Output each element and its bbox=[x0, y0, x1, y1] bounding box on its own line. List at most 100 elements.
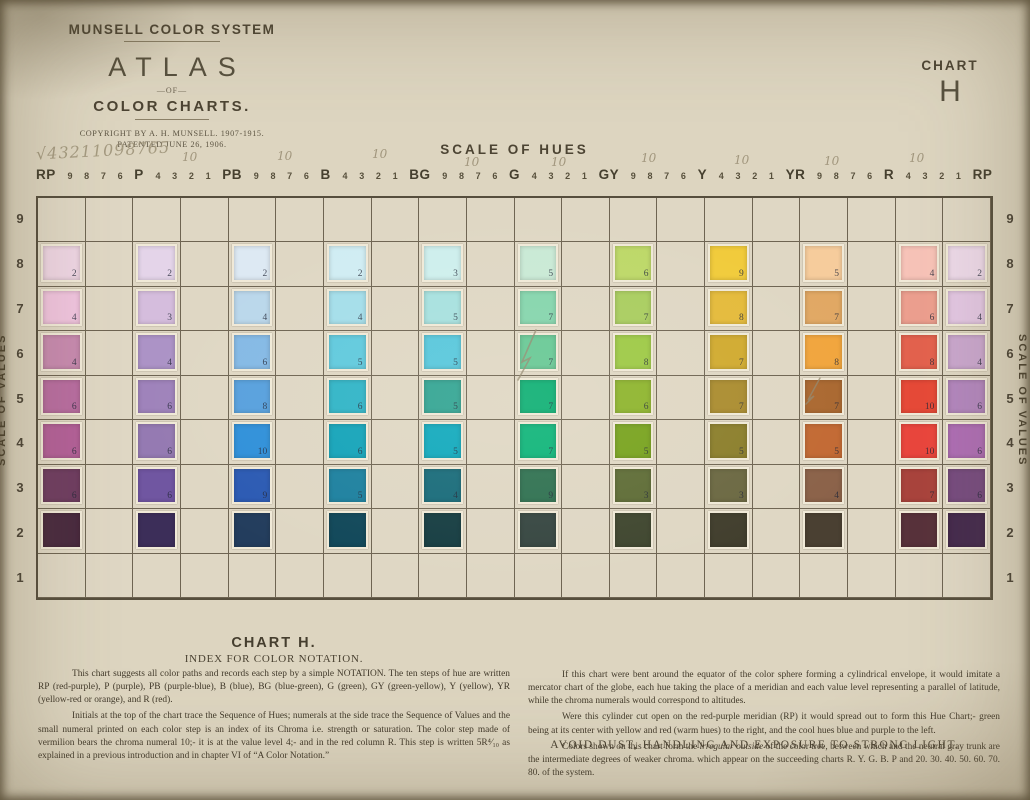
grid-cell bbox=[371, 331, 420, 376]
color-swatch-R-v2 bbox=[898, 511, 940, 549]
grid-cell: 6 bbox=[609, 375, 658, 421]
hue-step-number: 1 bbox=[581, 171, 587, 181]
grid-cell: 7 bbox=[895, 464, 944, 510]
chroma-number: 6 bbox=[357, 402, 363, 413]
grid-cell bbox=[800, 553, 849, 598]
hue-step-number: 6 bbox=[867, 171, 873, 181]
chroma-number: 5 bbox=[357, 357, 363, 368]
grid-cell: 2 bbox=[228, 242, 277, 287]
color-swatch-PB-v4: 10 bbox=[231, 422, 273, 460]
grid-cell bbox=[848, 331, 896, 376]
grid-cell: 6 bbox=[228, 331, 277, 376]
grid-cell: 6 bbox=[323, 375, 372, 421]
chroma-number: 5 bbox=[453, 446, 458, 457]
color-swatch-G-v8: 5 bbox=[517, 244, 559, 282]
hue-step-number: 7 bbox=[475, 171, 481, 181]
grid-cell bbox=[848, 198, 896, 243]
chroma-number: 7 bbox=[929, 491, 935, 502]
color-swatch-RP-v8: 2 bbox=[946, 244, 987, 282]
grid-cell bbox=[85, 198, 134, 243]
color-swatch-PB-v6: 6 bbox=[231, 333, 273, 371]
grid-cell bbox=[276, 553, 324, 598]
hue-step-number: 8 bbox=[458, 171, 464, 181]
color-swatch-GY-v2 bbox=[612, 511, 654, 549]
color-swatch-G-v5: 7 bbox=[517, 377, 559, 416]
hue-step-number: 3 bbox=[172, 171, 178, 181]
chroma-number: 7 bbox=[739, 357, 744, 368]
color-swatch-RP-v2 bbox=[946, 511, 987, 549]
hue-step-number: 4 bbox=[155, 171, 161, 181]
pencil-mark-10: 10 bbox=[182, 150, 198, 164]
grid-cell: 8 bbox=[228, 375, 277, 421]
color-swatch-G-v7: 7 bbox=[517, 288, 559, 327]
grid-cell bbox=[419, 509, 467, 554]
hue-step-number: 9 bbox=[817, 171, 823, 181]
color-swatch-B-v2 bbox=[326, 511, 368, 549]
color-swatch-P-v2 bbox=[136, 511, 177, 549]
grid-cell bbox=[180, 464, 229, 510]
chroma-number: 10 bbox=[257, 446, 268, 457]
grid-cell bbox=[276, 198, 324, 243]
color-swatch-RP-v7: 4 bbox=[41, 288, 82, 327]
color-swatch-RP-v4: 6 bbox=[41, 422, 82, 460]
right-paragraph-3: Colors shown on this chart form the irre… bbox=[528, 741, 1000, 780]
hue-step-number: 1 bbox=[205, 171, 211, 181]
grid-cell bbox=[85, 375, 134, 421]
grid-cell: 5 bbox=[514, 242, 563, 287]
pencil-mark-10: 10 bbox=[551, 155, 567, 169]
hue-step-number: 8 bbox=[833, 171, 839, 181]
values-right: 9 8 7 6 5 4 3 2 1 bbox=[1000, 196, 1020, 600]
grid-cell bbox=[657, 286, 706, 332]
grid-cell bbox=[180, 509, 229, 554]
chroma-number: 5 bbox=[453, 357, 458, 368]
value-label-2: 2 bbox=[16, 525, 24, 541]
grid-cell bbox=[943, 553, 991, 598]
grid-cell bbox=[371, 509, 420, 554]
pencil-mark-10: 10 bbox=[464, 155, 480, 169]
grid-cell: 6 bbox=[38, 420, 86, 465]
grid-cell: 3 bbox=[133, 286, 181, 332]
color-swatch-PB-v5: 8 bbox=[231, 377, 273, 416]
chroma-number: 6 bbox=[977, 446, 982, 457]
color-swatch-B-v4: 6 bbox=[326, 422, 368, 460]
chroma-number: 6 bbox=[643, 268, 649, 279]
color-swatch-P-v8: 2 bbox=[136, 244, 177, 282]
chroma-number: 9 bbox=[548, 491, 554, 502]
grid-cell bbox=[276, 375, 324, 421]
chroma-number: 6 bbox=[71, 446, 77, 457]
color-swatch-R-v7: 6 bbox=[898, 288, 940, 327]
color-swatch-R-v5: 10 bbox=[898, 377, 940, 416]
pencil-checkmark-2 bbox=[805, 377, 821, 405]
grid-cell: 4 bbox=[419, 464, 467, 510]
grid-cell bbox=[276, 331, 324, 376]
hue-initial-RP: RP bbox=[972, 167, 993, 182]
grid-cell bbox=[466, 420, 515, 465]
hue-step-number: 2 bbox=[375, 171, 381, 181]
grid-cell bbox=[562, 242, 610, 287]
hue-initial-YR: YR bbox=[785, 167, 806, 182]
chroma-number: 4 bbox=[262, 313, 268, 324]
chroma-number: 5 bbox=[643, 446, 649, 457]
color-swatch-Y-v4: 5 bbox=[708, 422, 749, 460]
grid-cell bbox=[466, 509, 515, 554]
grid-cell bbox=[848, 464, 896, 510]
value-label-8: 8 bbox=[16, 255, 24, 271]
chroma-number: 6 bbox=[262, 357, 268, 368]
grid-cell bbox=[371, 420, 420, 465]
grid-cell bbox=[466, 286, 515, 332]
grid-cell bbox=[514, 509, 563, 554]
grid-cell bbox=[848, 509, 896, 554]
grid-cell: 7 bbox=[514, 286, 563, 332]
chroma-number: 8 bbox=[262, 402, 268, 413]
chroma-number: 4 bbox=[977, 313, 982, 324]
grid-cell bbox=[895, 553, 944, 598]
value-label-7: 7 bbox=[16, 300, 24, 316]
right-paragraph-3-italic: irregular outside bbox=[699, 741, 764, 752]
grid-cell: 4 bbox=[943, 331, 991, 376]
chroma-number: 5 bbox=[548, 268, 554, 279]
title-block: MUNSELL COLOR SYSTEM ATLAS —OF— COLOR CH… bbox=[62, 22, 282, 149]
color-swatch-BG-v5: 5 bbox=[422, 377, 463, 416]
index-subheading: INDEX FOR COLOR NOTATION. bbox=[184, 653, 364, 665]
grid-cell bbox=[705, 553, 753, 598]
chroma-number: 7 bbox=[548, 357, 554, 368]
